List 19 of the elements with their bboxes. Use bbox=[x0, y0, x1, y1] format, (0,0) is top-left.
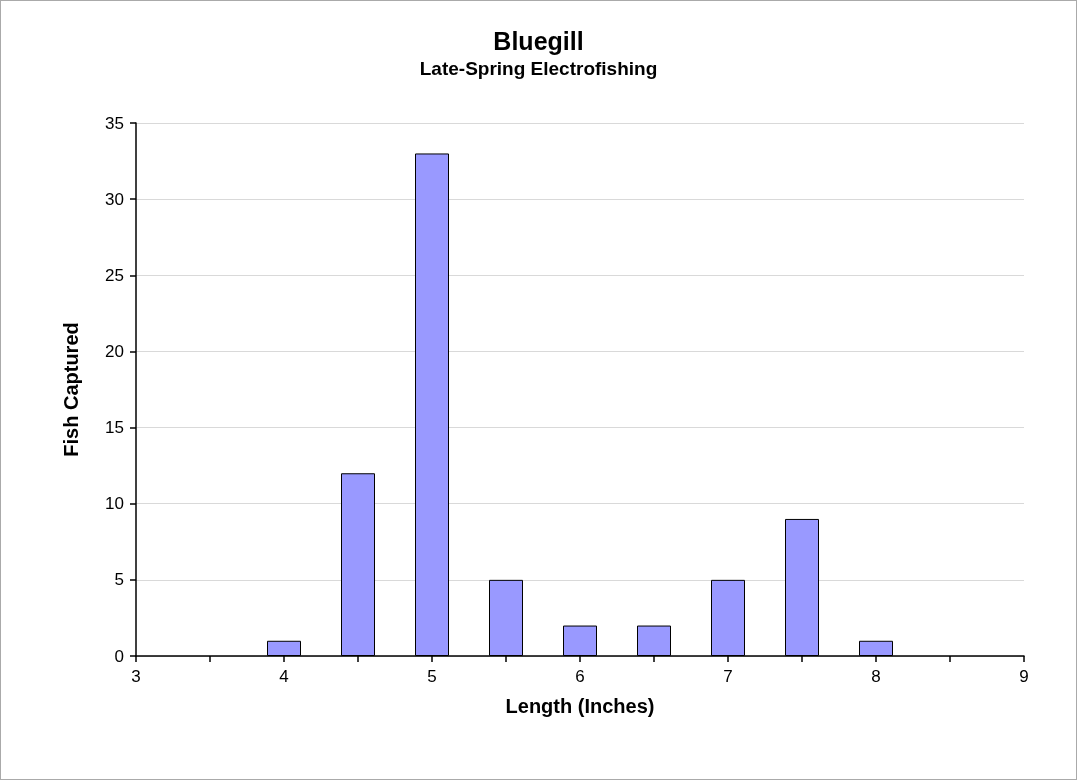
x-tick-label: 5 bbox=[427, 667, 437, 686]
y-tick-label: 25 bbox=[105, 265, 124, 285]
y-tick-label: 15 bbox=[105, 418, 124, 438]
y-axis-title: Fish Captured bbox=[60, 322, 82, 457]
x-tick-label: 9 bbox=[1019, 667, 1029, 686]
x-tick-label: 3 bbox=[131, 667, 141, 686]
chart-subtitle: Late-Spring Electrofishing bbox=[419, 58, 658, 79]
y-tick-label: 0 bbox=[114, 646, 124, 666]
x-tick-label: 6 bbox=[575, 667, 585, 686]
x-axis-title: Length (Inches) bbox=[505, 695, 655, 717]
y-tick-label: 20 bbox=[105, 341, 124, 361]
y-tick-label: 10 bbox=[105, 494, 124, 514]
x-tick-label: 4 bbox=[279, 667, 289, 686]
x-tick-label: 8 bbox=[871, 667, 881, 686]
chart-title: Bluegill bbox=[493, 26, 584, 55]
y-tick-label: 30 bbox=[105, 189, 124, 209]
x-tick-label: 7 bbox=[723, 667, 733, 686]
y-tick-label: 5 bbox=[114, 570, 124, 590]
y-tick-label: 35 bbox=[105, 113, 124, 133]
